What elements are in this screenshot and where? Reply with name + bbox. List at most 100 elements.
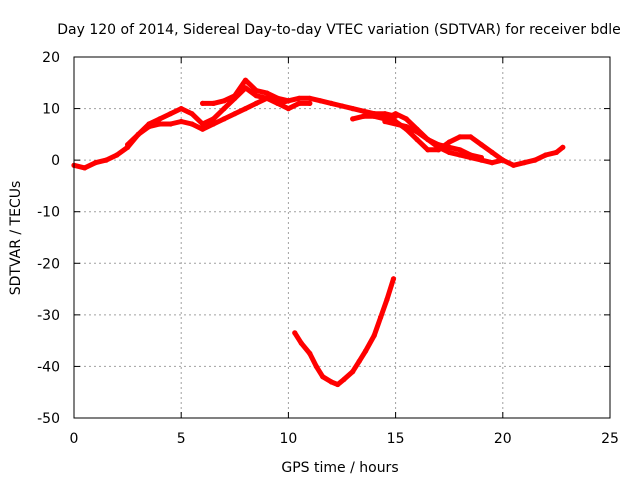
data-point — [350, 116, 356, 122]
y-tick-label: -20 — [37, 256, 60, 272]
data-point — [275, 95, 281, 101]
chart-title: Day 120 of 2014, Sidereal Day-to-day VTE… — [57, 22, 621, 38]
data-point — [390, 276, 397, 282]
data-point — [232, 93, 238, 99]
data-point — [296, 95, 302, 101]
data-point — [378, 314, 384, 320]
data-point — [242, 85, 249, 91]
x-tick-label: 15 — [387, 431, 405, 447]
data-point — [339, 103, 345, 109]
data-point — [307, 350, 313, 357]
data-point — [414, 136, 420, 143]
data-point — [157, 116, 163, 122]
x-tick-label: 20 — [494, 431, 512, 447]
data-point — [489, 160, 495, 166]
y-tick-label: 0 — [51, 153, 60, 169]
data-point — [328, 100, 334, 106]
x-tick-label: 5 — [177, 431, 186, 447]
data-point — [285, 106, 291, 112]
data-point — [242, 77, 249, 83]
data-point — [403, 116, 409, 122]
data-point — [307, 95, 313, 101]
data-point — [425, 147, 431, 153]
data-point — [468, 152, 474, 158]
y-tick-label: -50 — [37, 411, 60, 427]
data-point — [393, 111, 399, 117]
data-point — [275, 100, 281, 106]
data-point — [468, 134, 474, 140]
data-point — [313, 363, 319, 369]
data-point — [125, 142, 131, 148]
data-point — [253, 100, 259, 106]
data-point — [446, 139, 452, 145]
x-axis-title: GPS time / hours — [281, 460, 398, 476]
data-point — [320, 374, 326, 380]
data-point — [296, 100, 302, 106]
x-axis-ticks: 0 5 10 15 20 25 — [70, 57, 619, 447]
data-point — [242, 106, 249, 112]
y-tick-label: -40 — [37, 359, 60, 375]
data-point — [560, 144, 566, 150]
data-point — [253, 87, 259, 94]
data-point — [543, 152, 549, 158]
data-point — [157, 121, 163, 127]
series-layer — [71, 77, 566, 388]
data-point — [360, 113, 366, 119]
data-point — [298, 340, 304, 346]
data-point — [221, 116, 227, 122]
data-point — [264, 90, 270, 96]
data-point — [350, 369, 356, 375]
data-point — [178, 106, 184, 112]
data-point — [414, 129, 420, 135]
data-point — [553, 149, 560, 155]
data-point — [457, 152, 463, 158]
data-point — [382, 113, 388, 119]
data-point — [210, 100, 216, 106]
data-point — [356, 358, 362, 364]
data-point — [318, 98, 324, 104]
data-point — [478, 155, 484, 161]
data-point — [328, 379, 334, 385]
data-point — [200, 121, 206, 127]
x-tick-label: 25 — [601, 431, 619, 447]
data-point — [521, 160, 527, 166]
plot-frame — [73, 56, 611, 419]
data-point — [360, 108, 366, 114]
x-tick-label: 0 — [70, 431, 79, 447]
y-axis-title: SDTVAR / TECUs — [8, 181, 24, 296]
data-point — [178, 118, 184, 125]
data-point — [371, 111, 377, 117]
data-point — [292, 330, 298, 336]
series-trace-dip — [292, 276, 396, 387]
data-point — [446, 149, 452, 155]
data-point — [457, 134, 463, 140]
data-point — [200, 100, 206, 106]
data-point — [114, 152, 120, 158]
data-point — [92, 160, 98, 166]
data-point — [221, 98, 227, 104]
data-point — [478, 142, 484, 148]
data-point — [435, 142, 442, 148]
data-point — [425, 136, 431, 143]
y-tick-label: 10 — [42, 102, 60, 118]
data-point — [221, 106, 227, 112]
data-point — [446, 144, 452, 150]
data-point — [210, 121, 216, 127]
data-point — [489, 149, 495, 155]
data-point — [103, 157, 109, 163]
y-tick-label: 20 — [42, 50, 60, 66]
y-axis-ticks: 20 10 0 -10 -20 -30 -40 -50 — [37, 50, 610, 427]
data-point — [457, 147, 463, 153]
data-point — [335, 381, 341, 388]
data-point — [307, 100, 313, 106]
data-point — [384, 296, 390, 302]
data-point — [210, 116, 216, 122]
data-point — [232, 111, 238, 117]
y-tick-label: -10 — [37, 205, 60, 221]
gridlines — [74, 57, 610, 418]
data-point — [500, 157, 506, 163]
data-point — [82, 165, 88, 171]
data-point — [189, 111, 195, 117]
data-point — [135, 131, 141, 137]
